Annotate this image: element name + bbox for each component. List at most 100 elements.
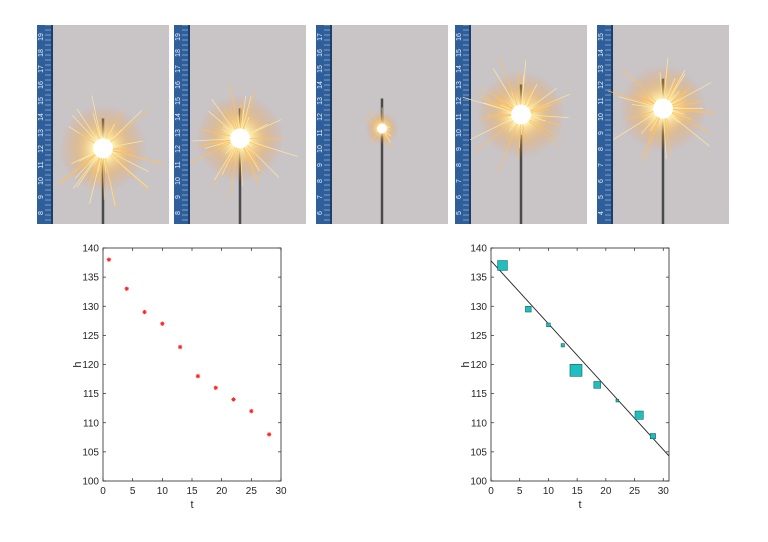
fit-line (490, 260, 670, 457)
spark-burst (190, 83, 298, 198)
ruler-label: 10 (598, 113, 605, 121)
ruler: 19 18 17 16 15 14 13 12 11 10 9 8 (174, 25, 190, 224)
y-tick-label: 115 (83, 389, 99, 400)
spark-burst (364, 107, 399, 149)
data-point (106, 257, 112, 262)
ruler-label: 6 (317, 211, 324, 215)
ruler-label: 12 (317, 113, 324, 121)
ruler-label: 13 (175, 129, 182, 137)
ruler-label: 13 (38, 129, 45, 137)
ruler-label: 9 (175, 195, 182, 199)
ruler-label: 4 (598, 211, 605, 215)
x-tick-label: 15 (572, 486, 584, 497)
y-tick-label: 135 (82, 273, 99, 284)
ruler-label: 17 (38, 65, 45, 73)
y-tick-label: 110 (83, 418, 99, 429)
ruler-label: 14 (317, 81, 324, 89)
data-point (649, 433, 656, 440)
x-tick-label: 15 (186, 486, 198, 497)
ruler-label: 15 (598, 33, 605, 41)
y-axis-label: h (72, 361, 84, 367)
y-tick-label: 105 (470, 447, 487, 458)
y-tick-label: 130 (82, 302, 99, 313)
ruler-label: 12 (456, 97, 463, 105)
ruler-label: 7 (598, 163, 605, 167)
ruler-label: 14 (598, 49, 605, 57)
data-point (177, 344, 183, 350)
ruler-label: 11 (456, 113, 463, 120)
ruler-label: 5 (598, 195, 605, 199)
y-tick-label: 100 (82, 477, 99, 488)
x-tick-label: 0 (100, 486, 106, 497)
ruler-label: 8 (317, 179, 324, 183)
plot-area (102, 247, 282, 482)
scatter-chart-left: 0 5 10 15 20 25 30 100 105 110 115 120 125 130 135 140 t… (72, 244, 287, 512)
ruler-label: 9 (598, 131, 605, 135)
y-tick-label: 135 (470, 273, 487, 284)
ruler-label: 16 (456, 33, 463, 41)
x-tick-label: 10 (157, 486, 169, 497)
x-axis-label: t (190, 499, 193, 511)
spark-burst (56, 95, 164, 209)
sparkler-photo-4: 16 15 14 13 12 11 10 9 8 7 6 5 (455, 25, 587, 224)
ruler-label: 12 (598, 81, 605, 89)
data-point (124, 286, 129, 291)
data-point (560, 343, 565, 348)
ruler-label: 10 (456, 129, 463, 137)
sparkler-photo-2: 19 18 17 16 15 14 13 12 11 10 9 8 (174, 25, 306, 224)
ruler-label: 14 (38, 113, 45, 121)
ruler-label: 12 (38, 145, 45, 153)
ruler-label: 9 (317, 163, 324, 167)
data-point (569, 364, 583, 377)
y-tick-label: 140 (82, 244, 99, 255)
data-point (195, 373, 201, 379)
ruler-label: 10 (38, 177, 45, 185)
ruler-label: 7 (456, 179, 463, 183)
data-point (160, 321, 165, 326)
ruler-label: 10 (317, 145, 324, 153)
x-tick-label: 10 (543, 486, 555, 497)
y-tick-label: 140 (470, 244, 487, 255)
ruler-label: 6 (456, 195, 463, 199)
data-point (213, 385, 218, 390)
ruler-label: 13 (456, 81, 463, 89)
ruler-label: 15 (317, 65, 324, 73)
ruler: 16 15 14 13 12 11 10 9 8 7 6 5 (455, 25, 471, 224)
data-point (615, 398, 619, 403)
ruler: 19 18 17 16 15 14 13 12 11 10 9 8 (37, 25, 53, 224)
data-point (249, 408, 254, 414)
ruler-label: 17 (175, 65, 182, 73)
ruler-label: 16 (38, 81, 45, 89)
data-point (266, 432, 272, 437)
data-point (497, 260, 508, 271)
x-tick-label: 5 (517, 486, 523, 497)
ruler-label: 8 (598, 147, 605, 151)
data-point (634, 410, 644, 420)
y-axis-label: h (460, 361, 472, 367)
y-tick-label: 120 (470, 360, 487, 371)
ruler-label: 15 (175, 97, 182, 105)
ruler: 17 16 15 14 13 12 11 10 9 8 7 6 (316, 25, 332, 224)
ruler-label: 5 (456, 211, 463, 215)
ruler-label: 9 (38, 195, 45, 199)
ruler-label: 11 (38, 161, 45, 168)
ruler: 15 14 13 12 11 10 9 8 7 6 5 4 (597, 25, 613, 224)
ruler-label: 16 (175, 81, 182, 89)
y-tick-label: 115 (471, 389, 487, 400)
ruler-label: 15 (456, 49, 463, 57)
ruler-label: 6 (598, 179, 605, 183)
spark-burst (462, 57, 570, 172)
x-tick-label: 20 (216, 486, 228, 497)
ruler-label: 14 (175, 113, 182, 121)
ruler-label: 7 (317, 195, 324, 199)
x-tick-label: 30 (658, 486, 670, 497)
ruler-label: 11 (598, 97, 605, 104)
sparkler-photo-1: 19 18 17 16 15 14 13 12 11 10 9 8 (37, 25, 169, 224)
ruler-label: 13 (317, 97, 324, 105)
ruler-label: 18 (38, 49, 45, 57)
x-tick-label: 5 (130, 486, 136, 497)
y-tick-label: 105 (82, 447, 99, 458)
ruler-label: 9 (456, 147, 463, 151)
data-point (142, 309, 147, 315)
sparkler-photo-3: 17 16 15 14 13 12 11 10 9 8 7 6 (316, 25, 448, 224)
